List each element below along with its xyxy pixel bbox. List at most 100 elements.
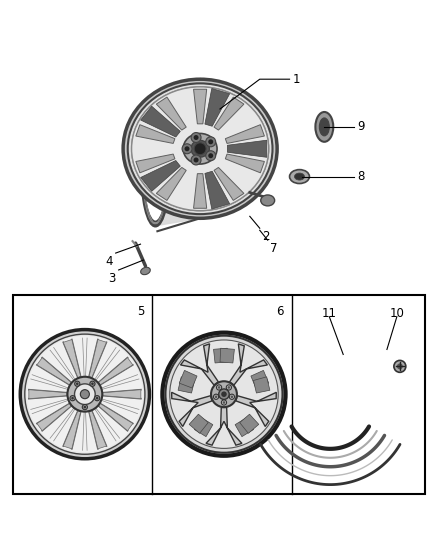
Circle shape bbox=[211, 381, 237, 407]
Circle shape bbox=[397, 364, 403, 369]
Circle shape bbox=[166, 336, 283, 453]
Polygon shape bbox=[189, 414, 208, 433]
Polygon shape bbox=[214, 167, 244, 200]
Polygon shape bbox=[99, 403, 133, 431]
Ellipse shape bbox=[290, 169, 309, 183]
Circle shape bbox=[221, 391, 227, 397]
Polygon shape bbox=[63, 340, 81, 377]
Polygon shape bbox=[188, 347, 194, 352]
Ellipse shape bbox=[315, 112, 333, 142]
Circle shape bbox=[182, 144, 192, 154]
Circle shape bbox=[191, 155, 201, 165]
Polygon shape bbox=[254, 377, 270, 393]
Circle shape bbox=[215, 395, 217, 398]
Polygon shape bbox=[178, 377, 194, 393]
Ellipse shape bbox=[131, 87, 268, 211]
Polygon shape bbox=[37, 358, 71, 385]
Text: 10: 10 bbox=[390, 307, 405, 320]
Polygon shape bbox=[236, 392, 276, 426]
Circle shape bbox=[194, 158, 198, 163]
Polygon shape bbox=[253, 347, 260, 352]
Polygon shape bbox=[89, 340, 106, 377]
Polygon shape bbox=[37, 403, 71, 431]
Circle shape bbox=[226, 385, 231, 390]
Text: 1: 1 bbox=[293, 72, 300, 86]
Polygon shape bbox=[225, 154, 265, 173]
Circle shape bbox=[67, 377, 102, 411]
Polygon shape bbox=[194, 418, 213, 437]
Circle shape bbox=[208, 153, 213, 158]
Polygon shape bbox=[156, 97, 186, 130]
Circle shape bbox=[206, 137, 215, 147]
Polygon shape bbox=[205, 88, 230, 126]
Circle shape bbox=[194, 143, 206, 155]
Circle shape bbox=[96, 397, 99, 399]
Ellipse shape bbox=[141, 267, 150, 274]
Circle shape bbox=[229, 394, 234, 399]
Text: 3: 3 bbox=[108, 272, 116, 285]
Circle shape bbox=[223, 401, 225, 404]
Ellipse shape bbox=[128, 83, 272, 214]
Circle shape bbox=[394, 360, 406, 373]
Ellipse shape bbox=[261, 195, 275, 206]
Circle shape bbox=[218, 386, 220, 389]
Polygon shape bbox=[172, 392, 212, 426]
Polygon shape bbox=[220, 348, 234, 363]
Polygon shape bbox=[235, 418, 254, 437]
Circle shape bbox=[162, 333, 286, 456]
Ellipse shape bbox=[131, 87, 268, 211]
Polygon shape bbox=[225, 125, 265, 143]
Circle shape bbox=[230, 395, 233, 398]
Circle shape bbox=[206, 151, 215, 160]
Polygon shape bbox=[29, 390, 67, 399]
Polygon shape bbox=[170, 408, 173, 415]
Polygon shape bbox=[205, 171, 230, 209]
Circle shape bbox=[221, 400, 226, 405]
Polygon shape bbox=[214, 97, 244, 130]
Circle shape bbox=[91, 383, 94, 385]
Text: 8: 8 bbox=[357, 170, 364, 183]
Polygon shape bbox=[179, 370, 197, 388]
Circle shape bbox=[227, 386, 230, 389]
Ellipse shape bbox=[294, 173, 304, 180]
Ellipse shape bbox=[191, 140, 209, 157]
Polygon shape bbox=[141, 106, 180, 137]
Circle shape bbox=[95, 395, 100, 401]
Polygon shape bbox=[230, 344, 268, 385]
Ellipse shape bbox=[123, 79, 277, 219]
Polygon shape bbox=[180, 344, 218, 385]
Circle shape bbox=[191, 133, 201, 142]
Circle shape bbox=[184, 146, 190, 151]
Circle shape bbox=[80, 390, 89, 399]
Text: 4: 4 bbox=[105, 255, 113, 268]
Circle shape bbox=[170, 340, 278, 448]
Polygon shape bbox=[103, 390, 141, 399]
Polygon shape bbox=[206, 407, 242, 445]
Circle shape bbox=[74, 384, 95, 405]
Circle shape bbox=[75, 381, 80, 386]
Text: 5: 5 bbox=[137, 305, 145, 318]
Circle shape bbox=[213, 394, 219, 399]
Text: 11: 11 bbox=[321, 307, 336, 320]
Polygon shape bbox=[155, 79, 277, 226]
Circle shape bbox=[71, 397, 74, 399]
Polygon shape bbox=[136, 125, 175, 143]
Polygon shape bbox=[194, 174, 207, 208]
Circle shape bbox=[219, 389, 229, 399]
Circle shape bbox=[27, 336, 143, 453]
Polygon shape bbox=[156, 167, 186, 200]
Circle shape bbox=[20, 329, 149, 459]
Circle shape bbox=[82, 405, 88, 410]
Polygon shape bbox=[240, 414, 259, 433]
Text: 2: 2 bbox=[262, 230, 269, 243]
Circle shape bbox=[25, 334, 145, 454]
Polygon shape bbox=[136, 154, 175, 173]
Polygon shape bbox=[251, 370, 268, 388]
Text: 9: 9 bbox=[357, 120, 364, 133]
Ellipse shape bbox=[183, 133, 217, 164]
Circle shape bbox=[208, 139, 213, 144]
Circle shape bbox=[90, 381, 95, 386]
Circle shape bbox=[216, 385, 222, 390]
Circle shape bbox=[76, 383, 78, 385]
Ellipse shape bbox=[319, 118, 329, 136]
